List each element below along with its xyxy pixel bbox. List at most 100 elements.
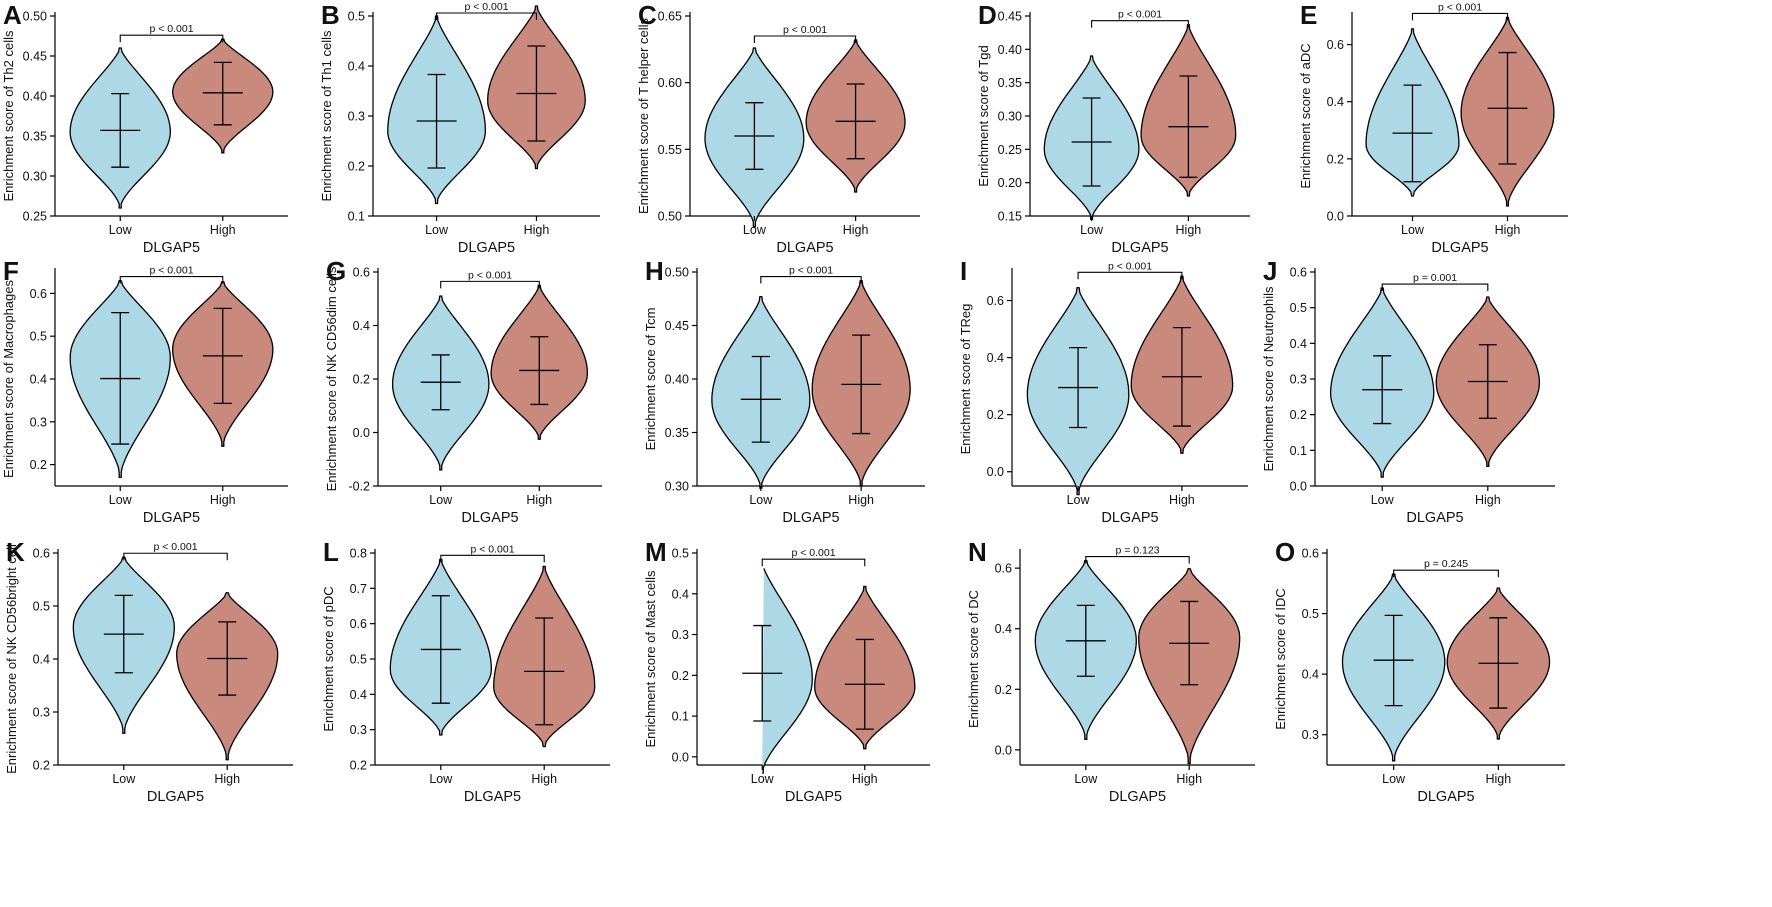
y-tick-label: 0.2 (353, 373, 370, 387)
x-tick-label: Low (1074, 772, 1098, 786)
y-tick-label: 0.2 (33, 759, 50, 773)
panel-f: F 0.2 0.3 0.4 0.5 0.6 Enrichment score of Macr… (1, 256, 288, 526)
p-value-label: p < 0.001 (149, 23, 193, 35)
y-tick-label: 0.6 (1327, 38, 1344, 52)
x-tick-label: Low (1371, 493, 1395, 507)
significance-bracket (1411, 12, 1509, 21)
y-tick-label: 0.5 (1290, 301, 1307, 315)
y-tick-label: 0.3 (1290, 373, 1307, 387)
y-tick-label: 0.0 (1290, 480, 1307, 494)
panel-letter: I (960, 256, 967, 286)
y-tick-label: 0.30 (665, 480, 689, 494)
p-value-label: p < 0.001 (464, 1, 508, 13)
y-axis-label: Enrichment score of Mast cells (643, 570, 658, 748)
significance-bracket (1091, 20, 1189, 28)
significance-bracket (436, 12, 537, 20)
panel-j: J 0.0 0.1 0.2 0.3 0.4 0.5 0.6 Enrichment score o… (1261, 256, 1555, 526)
panel-letter: F (3, 256, 19, 286)
x-tick-label: Low (1067, 493, 1091, 507)
y-axis-label: Enrichment score of TReg (958, 304, 973, 455)
panel-letter: D (978, 0, 997, 30)
y-tick-label: 0.5 (348, 10, 365, 24)
y-tick-label: 0.1 (1290, 444, 1307, 458)
x-tick-label: Low (109, 223, 133, 237)
panel-letter: G (326, 256, 346, 286)
y-tick-label: 0.6 (1302, 547, 1319, 561)
panel-letter: K (6, 537, 25, 567)
x-tick-label: Low (751, 772, 775, 786)
y-tick-label: 0.3 (672, 628, 689, 642)
significance-bracket (1381, 283, 1489, 292)
x-tick-label: High (1486, 772, 1512, 786)
panel-m: M 0.0 0.1 0.2 0.3 0.4 0.5 Enrichment score of M… (643, 537, 930, 805)
p-value-label: p < 0.001 (153, 541, 197, 553)
x-tick-label: Low (1080, 223, 1104, 237)
y-axis-label: Enrichment score of T helper cells (636, 17, 651, 214)
p-value-label: p < 0.001 (789, 265, 833, 277)
y-tick-label: 0.8 (350, 547, 367, 561)
y-tick-label: 0.6 (1290, 266, 1307, 280)
y-tick-label: 0.4 (353, 319, 370, 333)
panel-letter: M (645, 537, 667, 567)
y-tick-label: 0.4 (672, 587, 689, 601)
y-tick-label: 0.0 (672, 750, 689, 764)
panel-h: H 0.30 0.35 0.40 0.45 0.50 Enrichment score of… (643, 256, 925, 526)
y-axis-label: Enrichment score of IDC (1273, 588, 1288, 730)
y-tick-label: 0.6 (995, 562, 1012, 576)
x-tick-label: High (210, 223, 236, 237)
violin-low (762, 568, 813, 774)
panel-letter: E (1300, 0, 1317, 30)
panel-c: C 0.50 0.55 0.60 0.65 Enrichment score of T h… (636, 0, 920, 256)
y-tick-label: 0.30 (23, 170, 47, 184)
y-axis-label: Enrichment score of Tcm (643, 308, 658, 451)
panel-g: G -0.2 0.0 0.2 0.4 0.6 Enrichment score of NK … (324, 256, 602, 526)
y-tick-label: 0.5 (30, 330, 47, 344)
x-axis-title: DLGAP5 (782, 510, 839, 526)
y-tick-label: 0.55 (658, 143, 682, 157)
y-tick-label: 0.2 (672, 669, 689, 683)
y-axis-label: Enrichment score of DC (966, 590, 981, 728)
significance-bracket (119, 276, 224, 284)
x-axis-title: DLGAP5 (461, 510, 518, 526)
x-tick-label: Low (749, 493, 773, 507)
significance-bracket (761, 558, 866, 567)
panel-a: A 0.25 0.30 0.35 0.40 0.45 0.50 Enrichment scor… (1, 0, 288, 256)
y-tick-label: 0.6 (350, 617, 367, 631)
y-tick-label: 0.2 (1290, 408, 1307, 422)
x-tick-label: Low (1401, 223, 1425, 237)
y-tick-label: 0.5 (33, 600, 50, 614)
y-tick-label: 0.3 (1302, 728, 1319, 742)
y-tick-label: 0.45 (23, 50, 47, 64)
y-axis-label: Enrichment score of NK CD56dim cells (324, 266, 339, 491)
x-tick-label: High (852, 772, 878, 786)
x-tick-label: High (210, 493, 236, 507)
y-tick-label: 0.1 (672, 710, 689, 724)
p-value-label: p < 0.001 (1118, 9, 1162, 21)
y-tick-label: 0.40 (998, 43, 1022, 57)
y-axis-label: Enrichment score of aDC (1298, 43, 1313, 188)
y-axis-label: Enrichment score of Macrophages (1, 280, 16, 478)
p-value-label: p < 0.001 (470, 543, 514, 555)
y-tick-label: 0.3 (348, 110, 365, 124)
y-tick-label: 0.6 (987, 294, 1004, 308)
y-tick-label: 0.5 (672, 547, 689, 561)
significance-bracket (119, 34, 224, 43)
panel-letter: A (3, 0, 22, 30)
significance-bracket (1085, 556, 1190, 564)
x-tick-label: High (214, 772, 240, 786)
y-tick-label: 0.4 (30, 373, 47, 387)
p-value-label: p = 0.245 (1424, 558, 1468, 570)
x-tick-label: High (524, 223, 550, 237)
y-tick-label: 0.65 (658, 10, 682, 24)
p-value-label: p < 0.001 (1438, 1, 1482, 13)
panel-n: N 0.0 0.2 0.4 0.6 Enrichment score of DC Low Hi… (966, 537, 1255, 805)
y-tick-label: 0.4 (987, 351, 1004, 365)
panel-l: L 0.2 0.3 0.4 0.5 0.6 0.7 0.8 Enrichment score o… (321, 537, 610, 805)
y-tick-label: 0.4 (1290, 337, 1307, 351)
y-tick-label: -0.2 (348, 480, 370, 494)
p-value-label: p = 0.123 (1115, 545, 1159, 557)
x-tick-label: Low (1382, 772, 1406, 786)
y-axis-label: Enrichment score of Th1 cells (319, 30, 334, 201)
y-tick-label: 0.4 (33, 653, 50, 667)
